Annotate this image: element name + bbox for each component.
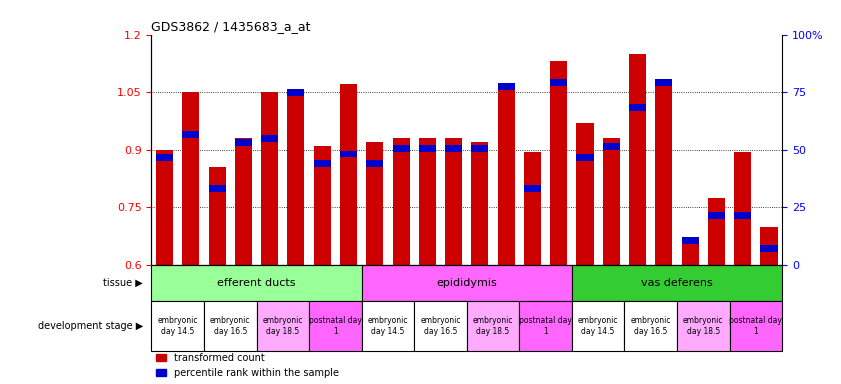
Bar: [708, 198, 725, 265]
Bar: [467, 301, 519, 351]
Bar: [629, 104, 646, 111]
Bar: [340, 84, 357, 265]
Bar: [261, 135, 278, 142]
Text: postnatal day
1: postnatal day 1: [519, 316, 572, 336]
Bar: [419, 145, 436, 152]
Bar: [393, 145, 410, 152]
Bar: [419, 138, 436, 265]
Bar: [257, 301, 309, 351]
Bar: [314, 160, 331, 167]
Text: development stage ▶: development stage ▶: [38, 321, 143, 331]
Bar: [603, 138, 620, 265]
Text: GDS3862 / 1435683_a_at: GDS3862 / 1435683_a_at: [151, 20, 311, 33]
Bar: [471, 142, 489, 265]
Bar: [576, 123, 594, 265]
Text: efferent ducts: efferent ducts: [217, 278, 296, 288]
Bar: [734, 152, 751, 265]
Bar: [209, 185, 225, 192]
Text: embryonic
day 14.5: embryonic day 14.5: [578, 316, 618, 336]
Bar: [204, 301, 257, 351]
Bar: [572, 265, 782, 301]
Bar: [414, 301, 467, 351]
Bar: [445, 145, 463, 152]
Bar: [309, 301, 362, 351]
Text: postnatal day
1: postnatal day 1: [729, 316, 782, 336]
Bar: [760, 245, 778, 252]
Bar: [182, 92, 199, 265]
Bar: [288, 92, 304, 265]
Bar: [760, 227, 778, 265]
Text: embryonic
day 18.5: embryonic day 18.5: [683, 316, 723, 336]
Bar: [655, 84, 673, 265]
Text: embryonic
day 16.5: embryonic day 16.5: [631, 316, 671, 336]
Bar: [498, 88, 515, 265]
Bar: [734, 212, 751, 219]
Text: vas deferens: vas deferens: [641, 278, 713, 288]
Text: embryonic
day 14.5: embryonic day 14.5: [368, 316, 408, 336]
Bar: [182, 131, 199, 138]
Bar: [288, 89, 304, 96]
Bar: [366, 142, 383, 265]
Bar: [629, 54, 646, 265]
Legend: transformed count, percentile rank within the sample: transformed count, percentile rank withi…: [156, 353, 339, 378]
Text: embryonic
day 16.5: embryonic day 16.5: [420, 316, 461, 336]
Text: embryonic
day 14.5: embryonic day 14.5: [157, 316, 198, 336]
Text: embryonic
day 16.5: embryonic day 16.5: [210, 316, 251, 336]
Text: embryonic
day 18.5: embryonic day 18.5: [262, 316, 303, 336]
Text: tissue ▶: tissue ▶: [103, 278, 143, 288]
Bar: [655, 79, 673, 86]
Bar: [235, 138, 252, 265]
Bar: [340, 151, 357, 157]
Bar: [209, 167, 225, 265]
Bar: [524, 185, 541, 192]
Bar: [151, 301, 204, 351]
Bar: [314, 146, 331, 265]
Bar: [471, 145, 489, 152]
Bar: [445, 138, 463, 265]
Bar: [677, 301, 729, 351]
Bar: [624, 301, 677, 351]
Bar: [524, 152, 541, 265]
Bar: [550, 79, 568, 86]
Bar: [151, 265, 362, 301]
Bar: [261, 92, 278, 265]
Bar: [681, 242, 699, 265]
Bar: [156, 150, 173, 265]
Bar: [519, 301, 572, 351]
Text: epididymis: epididymis: [436, 278, 497, 288]
Bar: [603, 143, 620, 150]
Bar: [550, 61, 568, 265]
Text: embryonic
day 18.5: embryonic day 18.5: [473, 316, 513, 336]
Bar: [498, 83, 515, 90]
Bar: [156, 154, 173, 161]
Bar: [576, 154, 594, 161]
Bar: [681, 237, 699, 244]
Bar: [393, 138, 410, 265]
Bar: [708, 212, 725, 219]
Bar: [362, 301, 414, 351]
Bar: [729, 301, 782, 351]
Bar: [366, 160, 383, 167]
Bar: [362, 265, 572, 301]
Text: postnatal day
1: postnatal day 1: [309, 316, 362, 336]
Bar: [235, 139, 252, 146]
Bar: [572, 301, 624, 351]
